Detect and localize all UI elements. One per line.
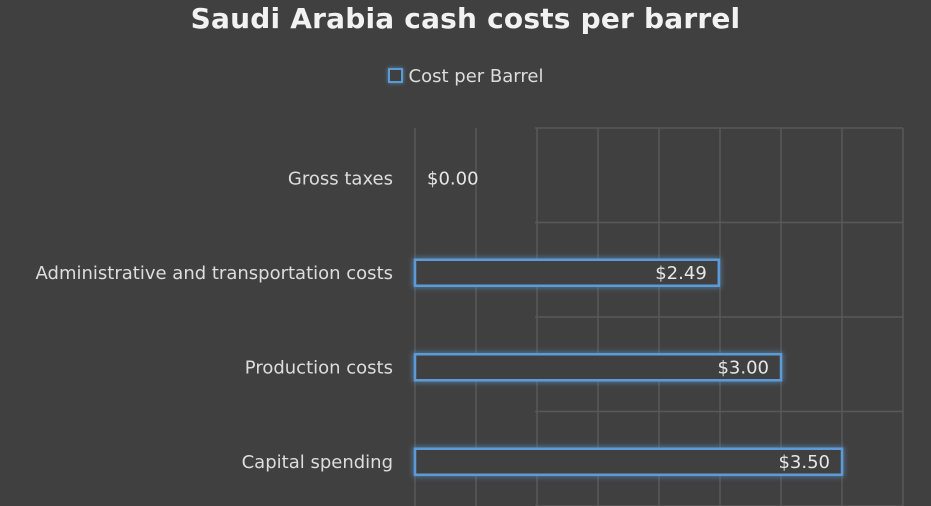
data-label: $3.00	[717, 357, 769, 378]
bar	[413, 353, 783, 382]
data-label: $3.50	[778, 452, 830, 473]
category-label: Administrative and transportation costs	[36, 263, 393, 284]
chart-title: Saudi Arabia cash costs per barrel	[190, 2, 741, 35]
data-label: $0.00	[427, 168, 479, 189]
legend-swatch	[387, 68, 403, 83]
bar	[413, 258, 721, 287]
legend: Cost per Barrel	[0, 66, 931, 87]
data-label: $2.49	[655, 263, 707, 284]
category-label: Capital spending	[242, 452, 393, 473]
bar	[413, 447, 844, 476]
legend-label: Cost per Barrel	[408, 66, 544, 87]
category-label: Production costs	[245, 357, 393, 378]
category-label: Gross taxes	[288, 168, 393, 189]
